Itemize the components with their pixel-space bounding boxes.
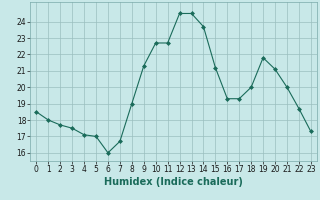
X-axis label: Humidex (Indice chaleur): Humidex (Indice chaleur) xyxy=(104,177,243,187)
